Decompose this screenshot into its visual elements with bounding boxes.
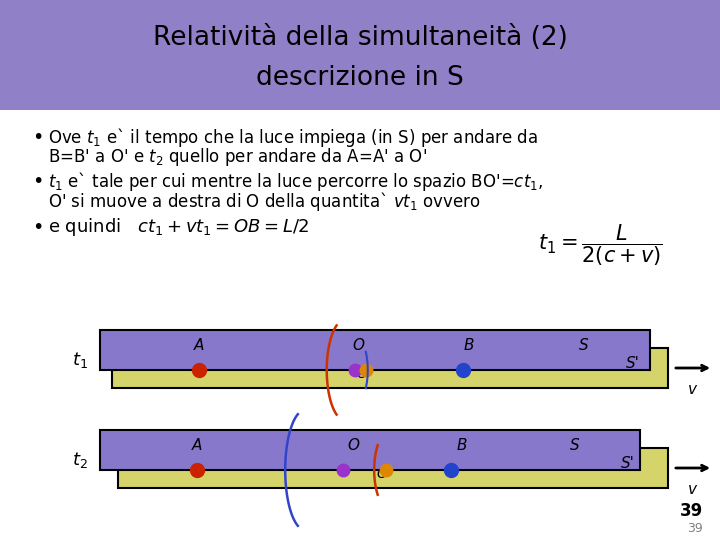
Text: Ove $t_1$ e` il tempo che la luce impiega (in S) per andare da: Ove $t_1$ e` il tempo che la luce impieg… <box>48 126 538 149</box>
Text: A: A <box>192 438 202 453</box>
Text: $v$: $v$ <box>688 482 698 497</box>
Bar <box>100 330 650 370</box>
Text: O': O' <box>377 467 392 481</box>
Text: •: • <box>32 172 43 191</box>
Bar <box>0 0 720 110</box>
Bar <box>112 348 668 388</box>
Text: 39: 39 <box>688 522 703 535</box>
Text: $t_1 = \dfrac{L}{2(c+v)}$: $t_1 = \dfrac{L}{2(c+v)}$ <box>538 222 662 268</box>
Text: $v$: $v$ <box>688 382 698 397</box>
Text: B: B <box>456 438 467 453</box>
Text: O' si muove a destra di O della quantita` $vt_1$ ovvero: O' si muove a destra di O della quantita… <box>48 190 481 213</box>
Text: A: A <box>194 338 204 353</box>
Text: •: • <box>32 128 43 147</box>
Text: $t_1$ e` tale per cui mentre la luce percorre lo spazio BO'=$ct_1$,: $t_1$ e` tale per cui mentre la luce per… <box>48 170 544 193</box>
Text: •: • <box>32 218 43 237</box>
Text: S': S' <box>626 356 640 372</box>
Text: $t_1$: $t_1$ <box>72 350 88 370</box>
Text: S: S <box>570 438 580 453</box>
Text: $t_2$: $t_2$ <box>72 450 88 470</box>
Bar <box>118 448 668 488</box>
Text: e quindi   $ct_1 + vt_1 = OB = L/2$: e quindi $ct_1 + vt_1 = OB = L/2$ <box>48 216 310 238</box>
Text: Relatività della simultaneità (2): Relatività della simultaneità (2) <box>153 25 567 51</box>
Text: O: O <box>353 338 364 353</box>
Text: O: O <box>348 438 360 453</box>
Text: descrizione in S: descrizione in S <box>256 65 464 91</box>
Text: 39: 39 <box>680 502 703 520</box>
Text: S: S <box>579 338 589 353</box>
Text: S': S' <box>621 456 635 471</box>
Text: B: B <box>463 338 474 353</box>
Text: B=B' a O' e $t_2$ quello per andare da A=A' a O': B=B' a O' e $t_2$ quello per andare da A… <box>48 146 427 168</box>
Text: O': O' <box>357 367 372 381</box>
Bar <box>100 430 640 470</box>
